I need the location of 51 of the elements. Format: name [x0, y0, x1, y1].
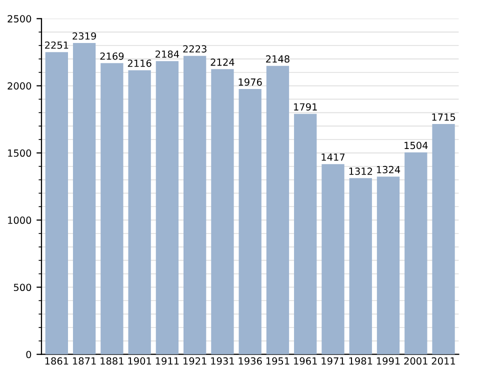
x-tick-label: 1931 — [211, 357, 234, 365]
x-tick-label: 1951 — [266, 357, 290, 365]
bar — [266, 66, 290, 354]
bar — [322, 164, 344, 354]
data-label: 1976 — [238, 78, 262, 86]
data-label: 2124 — [210, 58, 234, 66]
data-label: 1791 — [294, 103, 317, 111]
data-label: 2251 — [45, 41, 68, 49]
data-label: 2148 — [266, 55, 290, 63]
bar — [432, 124, 455, 354]
bar — [376, 176, 400, 354]
x-tick-label: 1936 — [238, 357, 262, 365]
bar — [72, 42, 96, 354]
data-label: 1312 — [349, 168, 372, 175]
bar — [404, 152, 428, 354]
x-tick-label: 1921 — [184, 357, 206, 365]
x-tick-label: 1961 — [294, 357, 317, 365]
data-label: 2169 — [100, 52, 124, 60]
data-label: 1324 — [376, 166, 400, 174]
bar — [184, 56, 206, 354]
y-tick-label: 0 — [26, 350, 32, 358]
x-tick-label: 2001 — [404, 357, 428, 365]
x-tick-label: 1861 — [45, 357, 68, 365]
x-tick-label: 1911 — [156, 357, 179, 365]
y-tick-label: 2500 — [8, 15, 32, 22]
x-tick-label: 2011 — [432, 357, 455, 365]
data-label: 1715 — [432, 114, 456, 121]
bar — [128, 70, 151, 354]
bar — [45, 52, 68, 354]
x-tick-label: 1871 — [73, 357, 96, 365]
bar — [156, 61, 179, 354]
x-tick-label: 1901 — [128, 357, 152, 365]
bar — [100, 63, 124, 354]
x-tick-label: 1881 — [100, 357, 124, 365]
bar — [349, 178, 372, 354]
y-tick-label: 1000 — [8, 216, 32, 224]
y-tick-label: 500 — [14, 284, 32, 292]
data-label: 2116 — [128, 60, 152, 67]
x-tick-label: 1971 — [322, 357, 344, 365]
data-label: 2223 — [183, 45, 206, 53]
data-label: 2319 — [72, 32, 96, 40]
x-tick-label: 1991 — [376, 357, 400, 365]
data-label: 1417 — [322, 154, 345, 161]
bar — [211, 69, 234, 354]
y-tick-label: 1500 — [8, 149, 32, 157]
data-label: 1504 — [404, 142, 428, 150]
bar — [294, 114, 317, 354]
x-tick-label: 1981 — [349, 357, 372, 365]
y-tick-label: 2000 — [8, 82, 32, 90]
data-label: 2184 — [156, 50, 180, 58]
bar — [238, 89, 262, 354]
